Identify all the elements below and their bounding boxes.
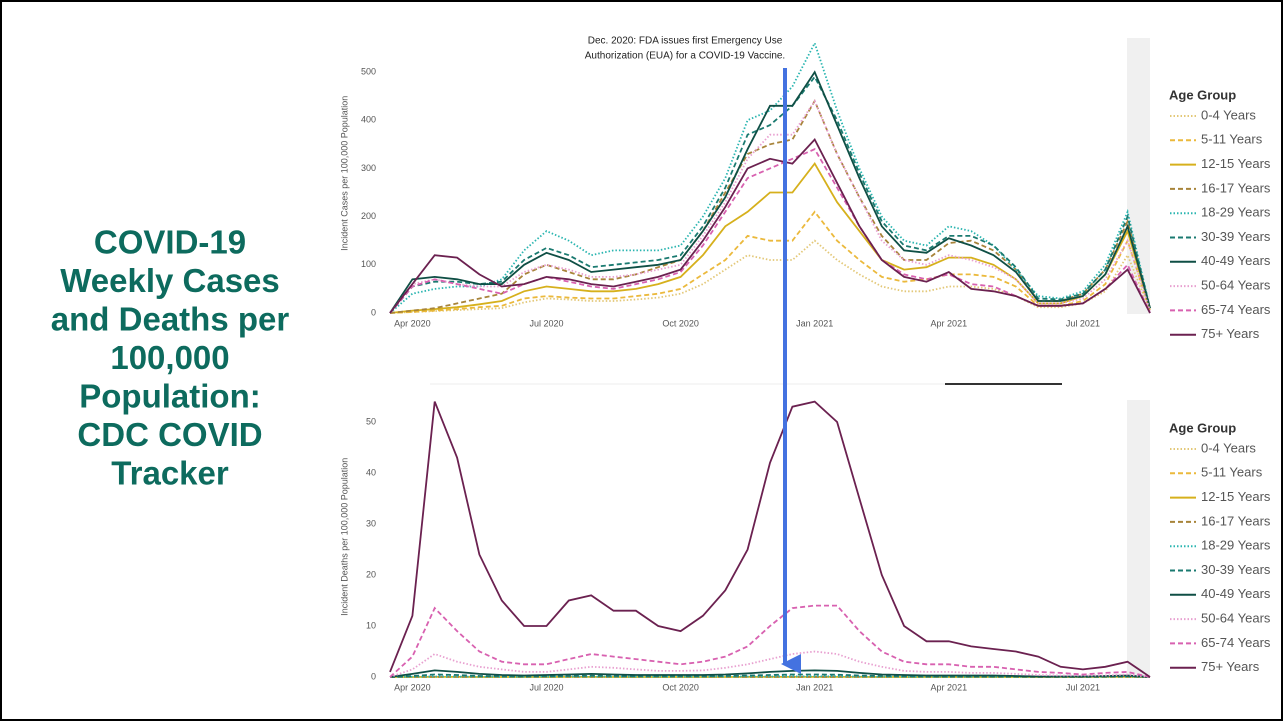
legend-label: 0-4 Years xyxy=(1201,107,1256,122)
y-tick-label: 20 xyxy=(366,569,376,579)
x-tick-label: Jul 2020 xyxy=(529,318,563,328)
y-tick-label: 40 xyxy=(366,467,376,477)
x-tick-label: Jul 2021 xyxy=(1066,682,1100,692)
legend-label: 16-17 Years xyxy=(1201,513,1271,528)
annotation: Dec. 2020: FDA issues first Emergency Us… xyxy=(588,36,783,47)
y-tick-label: 500 xyxy=(361,66,376,76)
legend-label: 18-29 Years xyxy=(1201,205,1271,220)
legend-label: 75+ Years xyxy=(1201,326,1260,341)
legend-label: 40-49 Years xyxy=(1201,586,1271,601)
legend-label: 40-49 Years xyxy=(1201,253,1271,268)
x-tick-label: Apr 2020 xyxy=(394,318,431,328)
x-tick-label: Jul 2021 xyxy=(1066,318,1100,328)
legend-label: 50-64 Years xyxy=(1201,611,1271,626)
legend-label: 30-39 Years xyxy=(1201,562,1271,577)
y-tick-label: 300 xyxy=(361,163,376,173)
legend-label: 50-64 Years xyxy=(1201,278,1271,293)
legend-label: 18-29 Years xyxy=(1201,538,1271,553)
annotation: Authorization (EUA) for a COVID-19 Vacci… xyxy=(585,51,785,62)
x-tick-label: Apr 2020 xyxy=(394,682,431,692)
series-line xyxy=(389,99,1151,314)
slide-title: Tracker xyxy=(111,455,229,492)
x-tick-label: Apr 2021 xyxy=(931,318,968,328)
slide-title: and Deaths per xyxy=(51,301,290,338)
legend-title: Age Group xyxy=(1169,420,1236,435)
series-line xyxy=(389,210,1151,314)
slide-title: 100,000 xyxy=(110,339,229,376)
series-line xyxy=(389,669,1151,678)
y-tick-label: 10 xyxy=(366,620,376,630)
x-tick-label: Jan 2021 xyxy=(796,318,833,328)
legend-label: 5-11 Years xyxy=(1201,132,1263,147)
y-tick-label: 30 xyxy=(366,518,376,528)
series-line xyxy=(389,400,1151,678)
legend-label: 16-17 Years xyxy=(1201,180,1271,195)
shade xyxy=(1127,38,1150,314)
series-line xyxy=(389,239,1151,314)
legend-label: 0-4 Years xyxy=(1201,440,1256,455)
series-line xyxy=(389,148,1151,314)
slide-title: Population: xyxy=(79,378,260,415)
y-tick-label: 100 xyxy=(361,259,376,269)
series-line xyxy=(389,650,1151,678)
x-tick-label: Jul 2020 xyxy=(529,682,563,692)
y-axis-label: Incident Deaths per 100,000 Population xyxy=(339,458,349,616)
y-tick-label: 50 xyxy=(366,416,376,426)
legend-label: 30-39 Years xyxy=(1201,229,1271,244)
slide-title: COVID-19 xyxy=(94,224,246,261)
x-tick-label: Jan 2021 xyxy=(796,682,833,692)
legend-label: 12-15 Years xyxy=(1201,156,1271,171)
legend-label: 5-11 Years xyxy=(1201,465,1263,480)
series-line xyxy=(389,604,1151,678)
slide-title: CDC COVID xyxy=(77,416,262,453)
legend-label: 12-15 Years xyxy=(1201,489,1271,504)
x-tick-label: Apr 2021 xyxy=(931,682,968,692)
y-tick-label: 400 xyxy=(361,115,376,125)
series-line xyxy=(389,675,1151,678)
y-tick-label: 0 xyxy=(371,671,376,681)
legend-label: 75+ Years xyxy=(1201,659,1260,674)
series-line xyxy=(389,161,1151,314)
x-tick-label: Oct 2020 xyxy=(662,318,699,328)
y-tick-label: 0 xyxy=(371,307,376,317)
shade xyxy=(1127,400,1150,678)
series-line xyxy=(389,98,1151,314)
legend-label: 65-74 Years xyxy=(1201,302,1271,317)
series-line xyxy=(389,75,1151,314)
legend-label: 65-74 Years xyxy=(1201,635,1271,650)
legend-title: Age Group xyxy=(1169,87,1236,102)
y-axis-label: Incident Cases per 100,000 Population xyxy=(339,96,349,251)
slide-title: Weekly Cases xyxy=(60,262,280,299)
series-line xyxy=(389,137,1151,314)
x-tick-label: Oct 2020 xyxy=(662,682,699,692)
y-tick-label: 200 xyxy=(361,211,376,221)
series-line xyxy=(389,70,1151,314)
